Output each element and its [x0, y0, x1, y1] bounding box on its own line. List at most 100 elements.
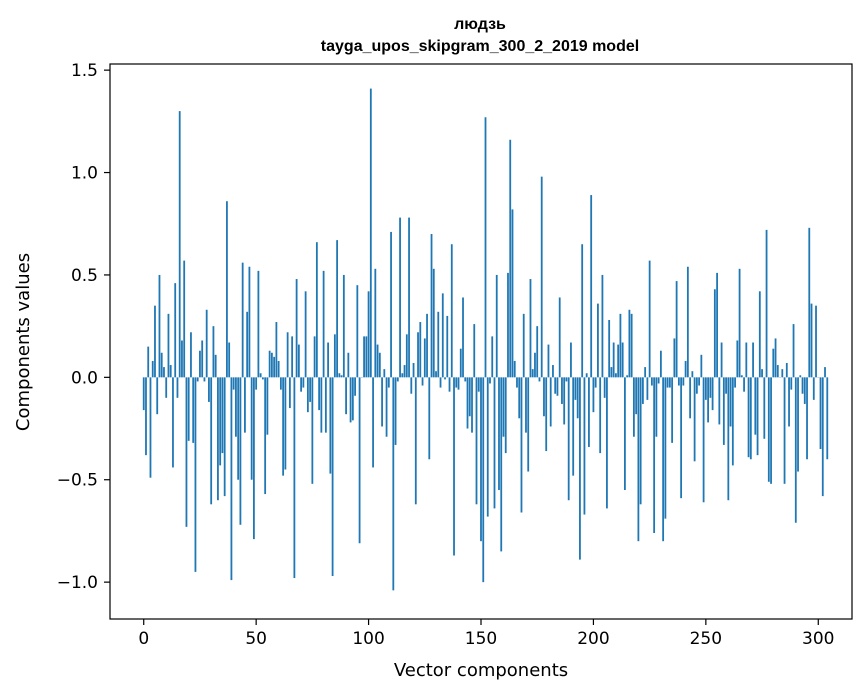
bar — [585, 373, 588, 378]
bar — [821, 377, 824, 497]
bar — [399, 217, 401, 378]
bar — [536, 326, 539, 378]
bar — [561, 377, 563, 404]
bar — [257, 270, 260, 378]
bar — [810, 303, 813, 378]
y-tick-label: 1.5 — [71, 61, 98, 81]
bar — [785, 363, 788, 378]
bar — [531, 369, 534, 378]
bar — [428, 377, 431, 460]
bar — [437, 311, 440, 378]
bar — [327, 342, 329, 378]
bar — [181, 340, 183, 378]
bar — [507, 272, 509, 378]
chart-title-line2: tayga_upos_skipgram_300_2_2019 model — [321, 38, 639, 55]
bar — [704, 377, 707, 400]
bar — [635, 377, 638, 415]
bar — [576, 377, 579, 419]
bar — [277, 360, 280, 378]
bar — [212, 326, 215, 378]
bar — [700, 354, 703, 378]
bar — [455, 377, 458, 388]
bar — [808, 227, 811, 378]
bar — [511, 209, 514, 378]
bar — [187, 377, 190, 441]
bar — [677, 377, 680, 386]
bar — [790, 377, 793, 390]
bar — [588, 377, 590, 447]
bar — [318, 377, 321, 411]
bar — [633, 377, 635, 437]
bar — [320, 377, 323, 433]
bar — [520, 377, 523, 513]
bar — [608, 320, 611, 378]
bar — [815, 305, 817, 378]
bar — [799, 375, 802, 378]
bar — [147, 346, 150, 378]
bar — [372, 377, 374, 468]
bar — [313, 336, 316, 378]
bar — [590, 195, 593, 378]
bar — [482, 377, 485, 583]
bar — [603, 377, 606, 398]
bar — [223, 377, 226, 497]
bar — [264, 377, 267, 495]
bar — [727, 377, 730, 501]
bar — [547, 344, 550, 378]
bar — [151, 360, 154, 378]
bar — [163, 367, 165, 378]
bar — [484, 117, 487, 378]
x-tick-label: 300 — [802, 629, 834, 649]
bar — [489, 377, 491, 384]
bar — [333, 334, 336, 378]
x-tick-label: 0 — [138, 629, 149, 649]
bar — [529, 279, 532, 378]
bar — [516, 377, 518, 388]
bar — [259, 373, 262, 378]
bar — [205, 309, 208, 378]
bar — [174, 283, 177, 378]
bar — [331, 377, 334, 576]
bar — [641, 377, 644, 404]
bar — [288, 377, 291, 409]
bar — [597, 303, 599, 378]
bar — [214, 354, 217, 378]
bar — [324, 377, 327, 433]
bar — [199, 350, 201, 378]
bar — [556, 377, 559, 396]
bar-series — [142, 88, 829, 591]
bar — [345, 377, 347, 415]
bar — [716, 272, 718, 378]
bar — [145, 377, 147, 456]
bar — [441, 293, 444, 378]
bar — [430, 233, 433, 378]
bar — [480, 377, 482, 542]
bar — [190, 332, 192, 378]
bar — [498, 377, 500, 490]
bar — [646, 377, 649, 400]
bar — [369, 88, 372, 378]
bar — [502, 377, 505, 437]
bar — [279, 377, 282, 390]
x-tick-label: 100 — [352, 629, 384, 649]
bar — [792, 324, 795, 378]
bar — [707, 377, 709, 423]
bar — [262, 377, 264, 380]
bar — [788, 377, 790, 427]
bar — [374, 268, 377, 378]
bar — [754, 377, 757, 435]
bar — [426, 313, 428, 378]
bar — [612, 342, 615, 378]
bar — [599, 377, 602, 454]
bar — [552, 365, 554, 378]
bar — [756, 377, 759, 456]
bar — [387, 377, 390, 388]
bar — [273, 356, 276, 378]
bar — [158, 274, 161, 378]
bar — [486, 377, 489, 517]
bar — [338, 373, 341, 378]
bar — [154, 305, 156, 378]
bar — [731, 377, 734, 466]
bar — [149, 377, 152, 478]
